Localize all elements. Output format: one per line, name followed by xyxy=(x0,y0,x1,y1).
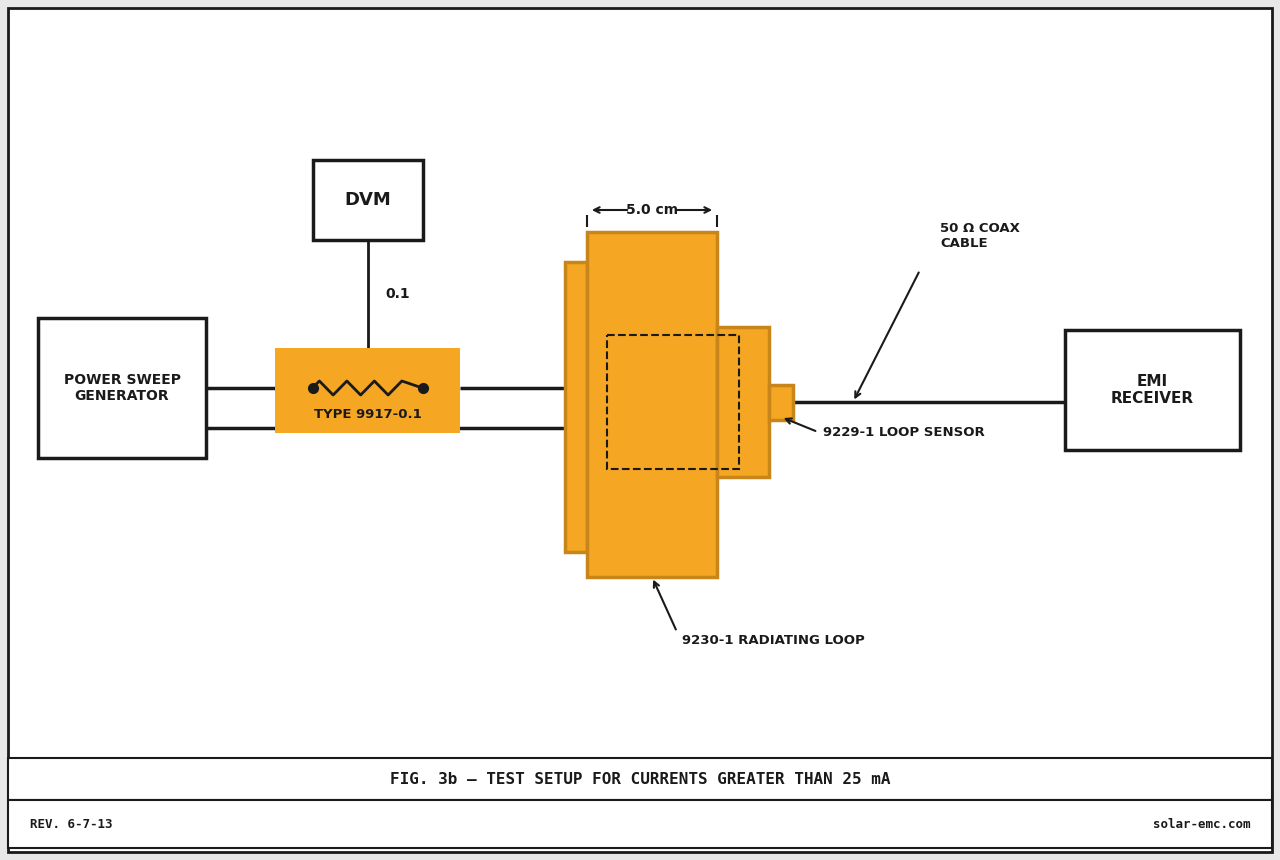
Bar xyxy=(588,232,717,577)
Bar xyxy=(312,160,422,240)
Bar xyxy=(564,262,588,552)
Text: 0.1: 0.1 xyxy=(385,287,410,301)
Text: REV. 6-7-13: REV. 6-7-13 xyxy=(29,818,113,831)
Bar xyxy=(717,327,769,477)
Text: FIG. 3b – TEST SETUP FOR CURRENTS GREATER THAN 25 mA: FIG. 3b – TEST SETUP FOR CURRENTS GREATE… xyxy=(389,771,891,787)
Text: EMI
RECEIVER: EMI RECEIVER xyxy=(1111,374,1194,406)
Text: POWER SWEEP
GENERATOR: POWER SWEEP GENERATOR xyxy=(64,373,180,403)
Bar xyxy=(1065,330,1240,450)
Bar xyxy=(8,758,1272,800)
Bar xyxy=(275,348,460,433)
Text: 50 Ω COAX
CABLE: 50 Ω COAX CABLE xyxy=(940,222,1020,250)
Bar xyxy=(769,384,794,420)
Text: 5.0 cm: 5.0 cm xyxy=(626,203,678,217)
Text: 9229-1 LOOP SENSOR: 9229-1 LOOP SENSOR xyxy=(823,426,984,439)
Text: DVM: DVM xyxy=(344,191,390,209)
Bar xyxy=(607,335,739,469)
Text: 9230-1 RADIATING LOOP: 9230-1 RADIATING LOOP xyxy=(682,634,865,647)
Bar xyxy=(8,800,1272,848)
Text: TYPE 9917-0.1: TYPE 9917-0.1 xyxy=(314,408,421,421)
Bar xyxy=(38,318,206,458)
Text: solar-emc.com: solar-emc.com xyxy=(1152,818,1251,831)
